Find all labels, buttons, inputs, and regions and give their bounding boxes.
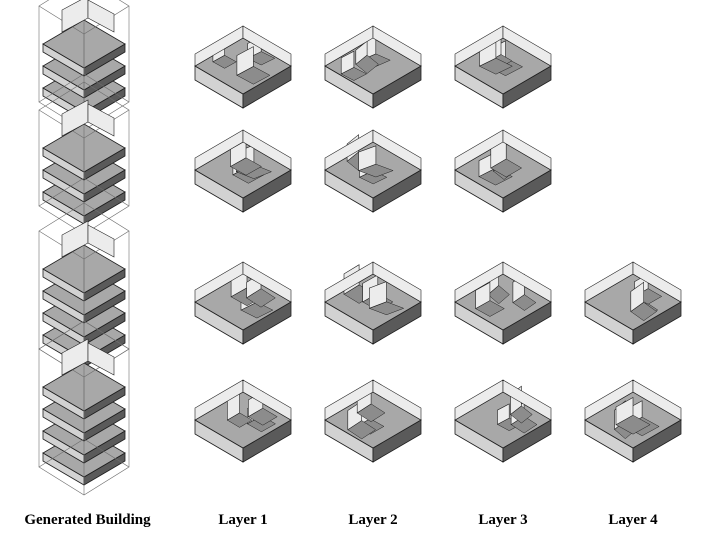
layer-2-row-2-back-wall-right	[372, 129, 422, 171]
layer-2-row-4	[324, 379, 422, 463]
layer-1-row-3-back-wall-right	[242, 261, 292, 303]
layer-3-row-1	[454, 25, 552, 109]
layer-3-row-4-partition-0	[497, 403, 510, 425]
layer-4-row-4-partition-2	[615, 396, 634, 426]
generated-building-row-2-top-wall-b	[87, 103, 115, 137]
layer-1-row-3	[194, 261, 292, 345]
layer-2-row-3	[324, 261, 422, 345]
layer-2-row-1	[324, 25, 422, 109]
layer-3-row-3	[454, 261, 552, 345]
column-label-layer-4: Layer 4	[608, 512, 658, 528]
layer-2-row-1-partition-0	[340, 50, 355, 75]
generated-building-row-3	[38, 202, 130, 378]
layer-1-row-1-partition-1	[236, 46, 254, 76]
layer-3-row-3-partition-2	[475, 281, 491, 310]
layer-2-row-2-partition-2	[358, 145, 377, 172]
layer-2-row-4-back-wall-right	[372, 379, 422, 421]
layer-2-row-1-back-wall-right	[372, 25, 422, 67]
generated-building-row-3-top-wall-b	[87, 224, 115, 258]
generated-building-row-1-top-wall-a	[61, 0, 89, 33]
generated-building-row-4-top-wall-b	[87, 342, 115, 376]
generated-building-row-2	[38, 81, 130, 235]
layer-3-row-4	[454, 379, 552, 463]
layer-1-row-1-back-wall-right	[242, 25, 292, 67]
column-label-layer-3: Layer 3	[478, 512, 528, 528]
generated-building-row-4-top-wall-a	[61, 338, 89, 376]
layer-2-row-2	[324, 129, 422, 213]
layer-4-row-4-back-wall-right	[632, 379, 682, 421]
generated-building-row-1	[38, 0, 130, 131]
layer-1-row-2	[194, 129, 292, 213]
layer-4-row-4	[584, 379, 682, 463]
generated-building-row-1-top-wall-b	[87, 0, 115, 33]
layer-1-row-2-back-wall-right	[242, 129, 292, 171]
generated-building-row-3-top-wall-a	[61, 220, 89, 258]
generated-building-row-2-top-wall-a	[61, 99, 89, 137]
layer-3-row-2-back-wall-right	[502, 129, 552, 171]
layer-3-row-1-back-wall-right	[502, 25, 552, 67]
layer-1-row-4-back-wall-right	[242, 379, 292, 421]
layer-2-row-3-back-wall-right	[372, 261, 422, 303]
column-label-generated-building: Generated Building	[24, 512, 151, 528]
layer-4-row-3	[584, 261, 682, 345]
layer-4-row-3-partition-2	[630, 281, 645, 313]
layer-3-row-3-back-wall-right	[502, 261, 552, 303]
generated-building-row-4	[38, 320, 130, 496]
column-label-layer-2: Layer 2	[348, 512, 398, 528]
layer-3-row-4-back-wall-right	[502, 379, 552, 421]
layer-1-row-1	[194, 25, 292, 109]
layer-1-row-4	[194, 379, 292, 463]
layer-4-row-3-back-wall-right	[632, 261, 682, 303]
layer-3-row-2	[454, 129, 552, 213]
column-label-layer-1: Layer 1	[218, 512, 268, 528]
